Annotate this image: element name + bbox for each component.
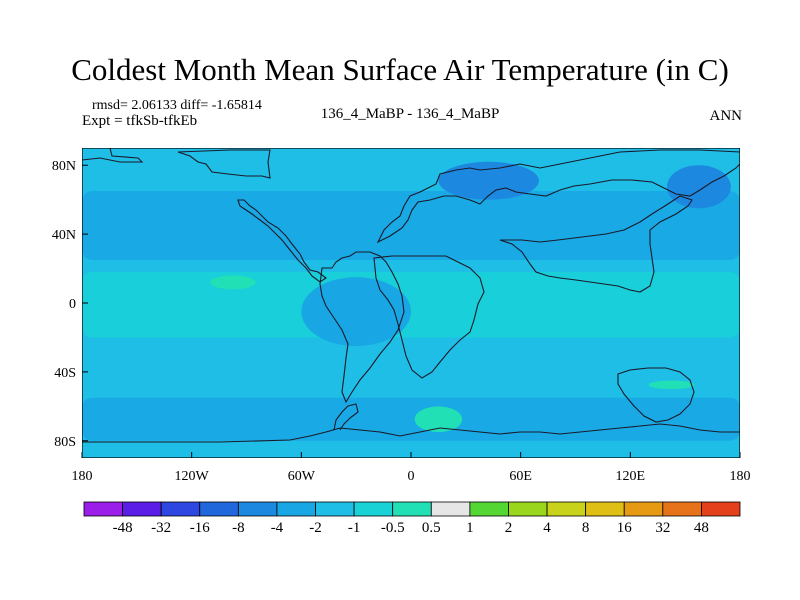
- colorbar-label: 4: [543, 520, 551, 536]
- region-east-pacific-warm: [209, 275, 256, 290]
- colorbar-swatch: [662, 501, 702, 517]
- colorbar-label: 0.5: [422, 520, 441, 536]
- colorbar-label: 16: [617, 520, 633, 536]
- y-tick-label: 0: [69, 297, 76, 312]
- x-tick-label: 0: [408, 469, 415, 484]
- stats-line: rmsd= 2.06133 diff= -1.65814: [92, 98, 262, 113]
- temperature-field: [82, 148, 740, 458]
- axes: 180 120W 60W 0 60E 120E 180 80N 40N 0 40S 80S: [52, 159, 751, 484]
- colorbar-label: -4: [271, 520, 284, 536]
- colorbar-label: -16: [190, 520, 210, 536]
- australia-outline: [617, 367, 695, 423]
- south-asia-outline: [499, 195, 693, 293]
- colorbar-swatch: [392, 501, 432, 517]
- colorbar-label: 48: [694, 520, 709, 536]
- y-tick-label: 40S: [54, 366, 76, 381]
- colorbar: -48 -32 -16 -8 -4 -2 -1 -0.5 0.5 1 2 4 8 16 32 48: [83, 501, 741, 536]
- arctic-island-outline: [82, 148, 144, 163]
- south-america-outline: [319, 251, 405, 404]
- x-tick-label: 120E: [616, 469, 646, 484]
- colorbar-label: 1: [466, 520, 474, 536]
- colorbar-swatch: [237, 501, 278, 517]
- colorbar-swatch: [469, 501, 509, 517]
- expt-line: Expt = tfkSb-tfkEb: [82, 113, 198, 129]
- colorbar-label: -8: [232, 520, 245, 536]
- eurasia-outline: [376, 149, 740, 244]
- x-tick-label: 120W: [175, 469, 210, 484]
- colorbar-label: -0.5: [381, 520, 405, 536]
- colorbar-label: -2: [309, 520, 322, 536]
- x-tick-label: 180: [730, 469, 751, 484]
- y-tick-label: 40N: [52, 228, 76, 243]
- antarctica-outline: [82, 423, 740, 443]
- colorbar-label: 2: [505, 520, 513, 536]
- region-northern-midlat: [82, 191, 740, 260]
- colorbar-label: -32: [151, 520, 171, 536]
- continent-outlines: [82, 148, 740, 458]
- colorbar-swatch: [546, 501, 587, 517]
- colorbar-label: -48: [113, 520, 133, 536]
- case-label: 136_4_MaBP - 136_4_MaBP: [320, 106, 500, 122]
- region-antarctic-warm: [414, 406, 463, 433]
- colorbar-swatch: [276, 501, 316, 517]
- region-neast-asia-cold: [666, 165, 731, 209]
- colorbar-swatch: [83, 501, 123, 517]
- colorbar-swatch: [623, 501, 664, 517]
- x-tick-label: 180: [72, 469, 93, 484]
- colorbar-swatch: [508, 501, 548, 517]
- season-label: ANN: [709, 108, 743, 124]
- greenland-outline: [177, 149, 271, 179]
- colorbar-swatch: [199, 501, 239, 517]
- antarctic-peninsula-outline: [333, 403, 359, 431]
- chart-title: Coldest Month Mean Surface Air Temperatu…: [71, 52, 729, 87]
- x-tick-label: 60W: [288, 469, 316, 484]
- colorbar-swatch: [315, 501, 355, 517]
- north-america-outline: [237, 199, 327, 283]
- colorbar-label: 8: [582, 520, 590, 536]
- colorbar-label: 32: [655, 520, 670, 536]
- region-southern-ocean: [82, 397, 740, 441]
- colorbar-swatch: [701, 501, 741, 517]
- y-tick-label: 80S: [54, 435, 76, 450]
- colorbar-swatch: [430, 501, 471, 517]
- colorbar-swatch: [122, 501, 162, 517]
- colorbar-swatch: [585, 501, 625, 517]
- africa-outline: [373, 255, 485, 379]
- colorbar-label: -1: [348, 520, 361, 536]
- region-tropical-band: [82, 272, 740, 338]
- y-tick-label: 80N: [52, 159, 76, 174]
- colorbar-swatch: [160, 501, 201, 517]
- region-siberia-cold: [438, 161, 539, 200]
- x-tick-label: 60E: [509, 469, 532, 484]
- colorbar-swatch: [353, 501, 394, 517]
- region-southern-ocean-warm: [648, 380, 695, 390]
